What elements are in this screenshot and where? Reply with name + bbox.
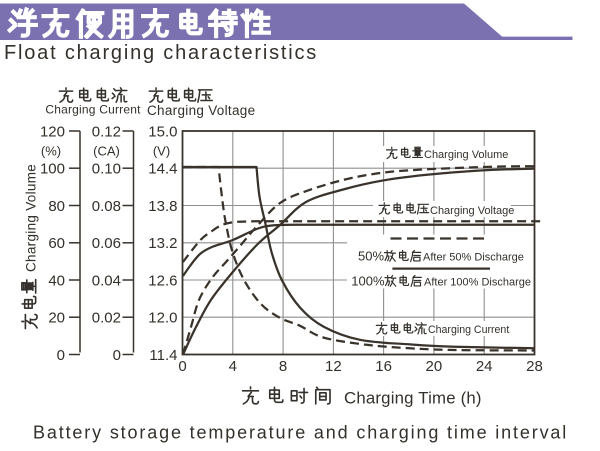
svg-text:0.06: 0.06 bbox=[92, 235, 121, 252]
svg-text:24: 24 bbox=[476, 358, 493, 375]
svg-text:100%: 100% bbox=[351, 274, 385, 289]
svg-text:100: 100 bbox=[40, 161, 65, 178]
svg-text:0: 0 bbox=[57, 347, 65, 364]
svg-text:Charging Time (h): Charging Time (h) bbox=[344, 389, 482, 408]
svg-text:15.0: 15.0 bbox=[148, 123, 177, 140]
svg-text:Float charging characteristics: Float charging characteristics bbox=[4, 42, 318, 64]
svg-text:(CA): (CA) bbox=[93, 143, 120, 158]
svg-text:Charging Voltage: Charging Voltage bbox=[430, 205, 514, 217]
svg-text:0.12: 0.12 bbox=[92, 123, 121, 140]
svg-text:28: 28 bbox=[526, 358, 543, 375]
svg-text:20: 20 bbox=[48, 310, 65, 327]
svg-text:0.04: 0.04 bbox=[92, 272, 121, 289]
svg-text:0.08: 0.08 bbox=[92, 198, 121, 215]
svg-text:13.2: 13.2 bbox=[148, 235, 177, 252]
svg-text:0: 0 bbox=[113, 347, 121, 364]
svg-text:Charging Voltage: Charging Voltage bbox=[147, 103, 255, 118]
svg-text:(%): (%) bbox=[41, 143, 61, 158]
svg-text:Battery storage temperature an: Battery storage temperature and charging… bbox=[33, 423, 568, 443]
svg-text:11.4: 11.4 bbox=[149, 347, 177, 364]
svg-text:Charging Volume: Charging Volume bbox=[424, 149, 508, 161]
svg-text:0.10: 0.10 bbox=[92, 161, 121, 178]
svg-text:50%: 50% bbox=[358, 249, 384, 264]
svg-text:60: 60 bbox=[48, 235, 65, 252]
svg-text:4: 4 bbox=[229, 358, 237, 375]
svg-text:Charging Current: Charging Current bbox=[45, 103, 141, 117]
svg-text:0: 0 bbox=[178, 358, 186, 375]
svg-text:(V): (V) bbox=[153, 143, 170, 158]
svg-text:120: 120 bbox=[40, 123, 65, 140]
svg-text:12.6: 12.6 bbox=[148, 272, 177, 289]
svg-text:40: 40 bbox=[48, 272, 65, 289]
svg-text:After 100% Discharge: After 100% Discharge bbox=[424, 277, 531, 289]
svg-text:8: 8 bbox=[279, 358, 287, 375]
svg-text:80: 80 bbox=[48, 198, 65, 215]
svg-text:Charging Current: Charging Current bbox=[428, 324, 509, 336]
svg-text:14.4: 14.4 bbox=[148, 161, 177, 178]
svg-text:13.8: 13.8 bbox=[148, 198, 177, 215]
svg-text:12.0: 12.0 bbox=[148, 310, 177, 327]
svg-text:After 50% Discharge: After 50% Discharge bbox=[423, 252, 524, 264]
svg-text:16: 16 bbox=[375, 358, 392, 375]
svg-text:Charging Volume: Charging Volume bbox=[24, 164, 39, 272]
svg-text:0.02: 0.02 bbox=[92, 310, 121, 327]
svg-text:12: 12 bbox=[325, 358, 342, 375]
svg-text:20: 20 bbox=[426, 358, 443, 375]
